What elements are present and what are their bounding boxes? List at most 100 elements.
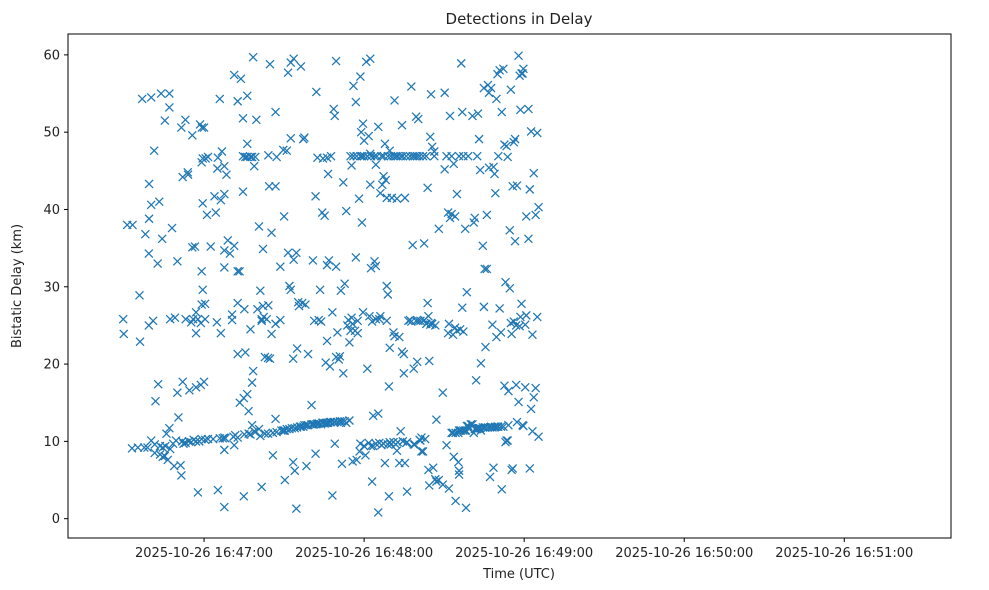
data-point [366, 263, 376, 273]
data-point [525, 184, 535, 194]
data-point [402, 487, 412, 497]
data-point [181, 314, 191, 324]
data-point [254, 424, 264, 434]
data-point [244, 429, 254, 439]
data-point [331, 262, 341, 272]
data-point [497, 107, 507, 117]
data-point [144, 179, 154, 189]
data-point [225, 249, 235, 258]
data-point [167, 223, 177, 233]
data-point [135, 290, 144, 300]
data-point [438, 480, 448, 490]
data-point [220, 433, 230, 443]
data-point [510, 236, 520, 246]
data-point [144, 214, 154, 224]
data-point [325, 361, 335, 371]
data-point [252, 304, 262, 314]
data-point [222, 170, 231, 180]
x-axis-label: Time (UTC) [482, 567, 555, 582]
data-point [172, 256, 182, 266]
data-point [342, 320, 352, 330]
data-point [215, 94, 225, 104]
data-point [330, 439, 340, 449]
data-point [184, 385, 194, 395]
data-point [249, 161, 259, 171]
data-point [210, 191, 219, 201]
data-point [227, 310, 237, 320]
data-point [375, 311, 385, 321]
data-point [219, 502, 229, 512]
data-point [514, 397, 524, 407]
data-point [383, 290, 393, 299]
data-point [324, 256, 334, 265]
data-point [367, 477, 377, 487]
data-point [229, 241, 239, 251]
data-point [482, 210, 492, 220]
data-point [520, 320, 530, 330]
data-point [442, 440, 451, 450]
chart-title: Detections in Delay [446, 10, 593, 28]
data-point [235, 266, 244, 276]
data-point [373, 122, 383, 132]
data-point [311, 191, 321, 201]
data-point [334, 354, 344, 364]
data-point [148, 316, 158, 326]
data-point [365, 311, 374, 321]
data-point [521, 310, 531, 320]
data-point [260, 429, 270, 439]
y-axis-label: Bistatic Delay (km) [10, 224, 25, 348]
data-point [506, 85, 516, 95]
data-point [176, 460, 186, 470]
data-point [265, 354, 275, 364]
data-point [456, 58, 466, 68]
data-point [255, 431, 265, 441]
data-point [250, 152, 260, 162]
data-point [447, 151, 457, 161]
data-point [150, 448, 160, 458]
data-point [197, 123, 207, 132]
x-tick-label: 2025-10-26 16:49:00 [455, 546, 593, 561]
data-point [534, 202, 544, 212]
data-point [302, 461, 311, 471]
data-point [423, 465, 433, 475]
data-point [233, 96, 243, 106]
data-point [197, 300, 207, 309]
data-point [199, 377, 209, 387]
data-point [278, 145, 288, 155]
y-tick-label: 30 [43, 280, 60, 295]
data-point [411, 316, 421, 326]
data-point [523, 234, 533, 244]
data-point [271, 181, 280, 191]
data-point [329, 104, 339, 114]
data-point [370, 151, 379, 161]
data-point [336, 286, 346, 296]
data-point [330, 111, 340, 121]
data-point [257, 482, 267, 492]
data-point [223, 235, 233, 245]
data-point [515, 321, 525, 331]
data-point [400, 458, 410, 468]
data-point [419, 239, 429, 248]
data-point [389, 151, 398, 161]
data-point [290, 466, 300, 476]
data-point [242, 139, 252, 149]
data-point [362, 364, 372, 374]
data-point [430, 320, 440, 330]
data-point [355, 151, 365, 161]
data-point [279, 211, 289, 221]
data-point [289, 54, 299, 64]
data-point [160, 441, 170, 451]
data-point [490, 188, 500, 198]
data-point [153, 379, 163, 389]
data-point [427, 142, 437, 152]
data-point [443, 328, 453, 338]
data-point [288, 457, 298, 467]
data-point [200, 299, 210, 309]
data-point [457, 107, 467, 117]
data-point [509, 317, 519, 326]
data-point [487, 320, 497, 330]
data-point [402, 437, 412, 447]
data-point [187, 242, 197, 252]
data-point [474, 134, 484, 144]
data-point [178, 377, 188, 387]
